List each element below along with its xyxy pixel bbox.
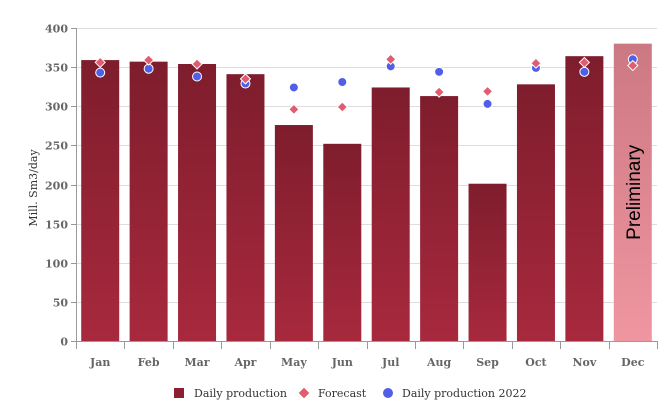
forecast-point: [627, 59, 639, 72]
bar-mar: [178, 63, 217, 342]
x-tick-label: Feb: [138, 356, 160, 369]
forecast-point: [578, 56, 591, 69]
bar-jun: [323, 143, 362, 341]
x-tick-label: Jan: [89, 356, 110, 369]
y-tick-label: 250: [45, 140, 68, 153]
forecast-point: [481, 85, 494, 98]
y-tick-label: 300: [45, 101, 68, 114]
bar-sep: [468, 183, 507, 341]
x-tick-label: Sep: [476, 356, 499, 369]
production-2022-point: [192, 71, 203, 82]
bar-feb: [129, 61, 168, 342]
markers: [94, 53, 639, 116]
y-tick-label: 50: [53, 297, 69, 310]
grid-lines: [76, 28, 657, 303]
y-tick-label: 100: [45, 258, 68, 271]
y-tick-label: 200: [45, 180, 68, 193]
y-tick-labels: 0 50 100 150 200 250 300 350 400: [45, 23, 76, 349]
legend-bar-symbol: [174, 388, 184, 398]
forecast-point: [530, 57, 542, 69]
y-tick-label: 400: [45, 23, 68, 36]
forecast-point: [142, 54, 155, 66]
y-tick-label: 350: [45, 62, 68, 75]
x-tick-label: Mar: [184, 356, 209, 369]
bar-jan: [81, 60, 120, 342]
production-2022-point: [434, 66, 445, 77]
legend-label: Forecast: [318, 387, 367, 400]
y-tick-label: 0: [60, 336, 68, 349]
bar-nov: [565, 56, 604, 342]
production-2022-point: [482, 98, 493, 109]
bar-aug: [420, 96, 459, 341]
annotations: Preliminary: [624, 144, 645, 240]
forecast-point: [239, 73, 252, 85]
bar-may: [274, 125, 313, 341]
x-tick-label: Aug: [426, 356, 452, 369]
legend-label: Daily production: [194, 387, 287, 400]
production-2022-point: [337, 76, 348, 87]
x-tick-label: Jun: [331, 356, 353, 369]
bars: [81, 43, 652, 342]
legend: Daily production Forecast Daily production…: [174, 386, 526, 400]
bar-oct: [516, 84, 555, 341]
bar-jul: [371, 87, 410, 341]
x-tick-labels: Jan Feb Mar Apr May Jun Jul Aug Sep Oct Nov Dec: [76, 341, 658, 369]
x-tick-label: Dec: [621, 356, 645, 369]
production-2022-point: [95, 67, 106, 78]
legend-circle-symbol: [382, 387, 394, 399]
preliminary-label: Preliminary: [624, 144, 645, 240]
forecast-point: [433, 86, 445, 98]
forecast-point: [191, 58, 203, 70]
legend-diamond-symbol: [297, 386, 311, 400]
forecast-point: [336, 101, 348, 113]
bar-dec: [613, 43, 652, 342]
forecast-point: [385, 53, 397, 66]
y-tick-label: 150: [45, 219, 68, 232]
x-tick-label: Nov: [572, 356, 596, 369]
bar-apr: [226, 74, 265, 341]
production-2022-point: [579, 66, 590, 77]
x-tick-label: May: [281, 356, 307, 369]
y-axis-title: Mill. Sm3/day: [27, 149, 40, 227]
forecast-point: [288, 103, 300, 116]
x-tick-label: Oct: [525, 356, 547, 369]
x-tick-label: Jul: [381, 356, 399, 369]
legend-label: Daily production 2022: [402, 387, 526, 400]
production-2022-point: [288, 82, 299, 93]
forecast-point: [94, 56, 106, 69]
x-tick-label: Apr: [233, 356, 256, 369]
